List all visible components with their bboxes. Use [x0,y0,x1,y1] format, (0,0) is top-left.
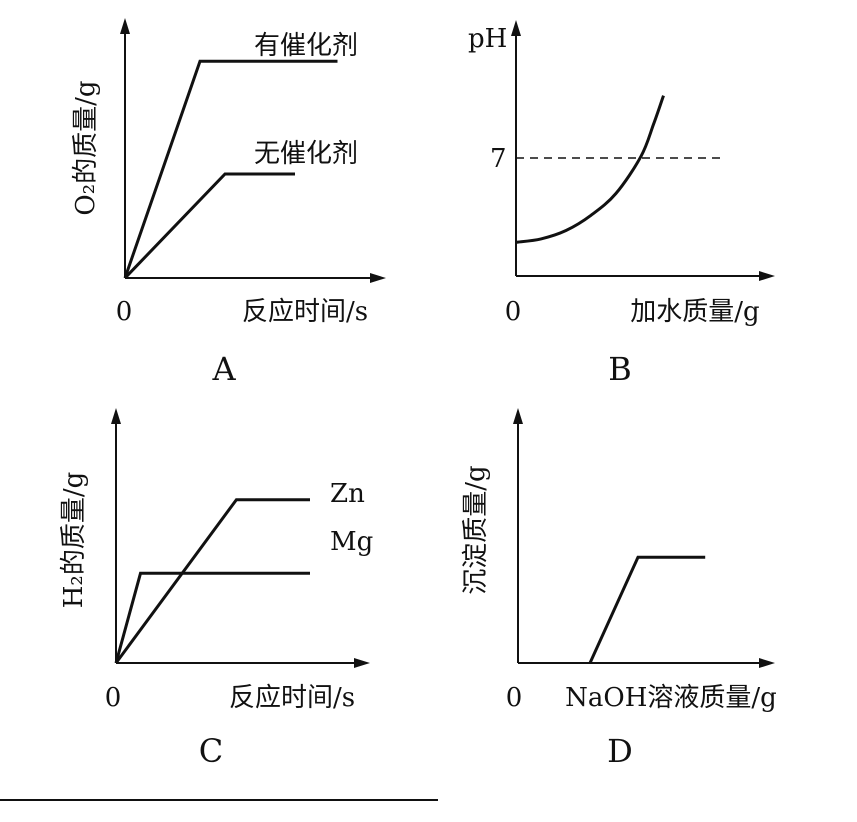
panel-b-caption: B [608,350,632,388]
panel-d-caption: D [607,732,633,770]
panel-c-origin-label: 0 [105,683,122,713]
panel-a-series-catalyst-line [123,59,338,279]
panel-a-legend-label-catalyst: 有催化剂 [254,31,358,61]
panel-a: 有催化剂 无催化剂 0 反应时间/s O₂的质量/g A [71,18,386,388]
panel-d-origin-label: 0 [506,683,523,713]
panel-d-precipitate-line [588,555,706,664]
panel-c-series-zn-line [114,498,310,664]
panel-a-series-no-catalyst-line [123,172,295,280]
panel-c: Zn Mg 0 反应时间/s H₂的质量/g C [59,408,373,770]
panel-b-y-axis-arrow [511,20,521,36]
panel-a-legend-label-no-catalyst: 无催化剂 [254,139,358,169]
panel-b: pH 7 0 加水质量/g B [468,20,775,388]
panel-a-x-axis-label: 反应时间/s [242,297,368,327]
panel-b-ph-curve [515,95,665,244]
panel-c-legend-label-mg: Mg [330,527,373,557]
panel-a-caption: A [211,350,236,388]
panel-c-y-axis-arrow [111,408,121,424]
panel-d-y-axis-arrow [513,408,523,424]
panel-b-ytick-label-7: 7 [490,144,507,174]
panel-b-x-axis-label: 加水质量/g [630,297,759,327]
panel-c-x-axis-arrow [354,658,370,668]
panel-d: 0 NaOH溶液质量/g 沉淀质量/g D [461,408,777,770]
panel-b-x-axis-arrow [759,271,775,281]
panel-a-origin-label: 0 [116,297,133,327]
panel-a-y-axis-label: O₂的质量/g [71,80,101,215]
panel-d-x-axis-label: NaOH溶液质量/g [565,683,777,713]
panel-c-caption: C [199,732,223,770]
panel-b-y-axis-label: pH [468,24,507,54]
panel-c-x-axis-label: 反应时间/s [229,683,355,713]
panel-b-origin-label: 0 [505,297,522,327]
panel-a-y-axis-arrow [120,18,130,34]
panel-c-series-mg-line [114,571,310,664]
panel-c-y-axis-label: H₂的质量/g [59,472,89,609]
panel-d-x-axis-arrow [759,658,775,668]
panel-d-y-axis-label: 沉淀质量/g [461,465,491,594]
panel-c-legend-label-zn: Zn [330,479,365,509]
panel-a-x-axis-arrow [370,273,386,283]
